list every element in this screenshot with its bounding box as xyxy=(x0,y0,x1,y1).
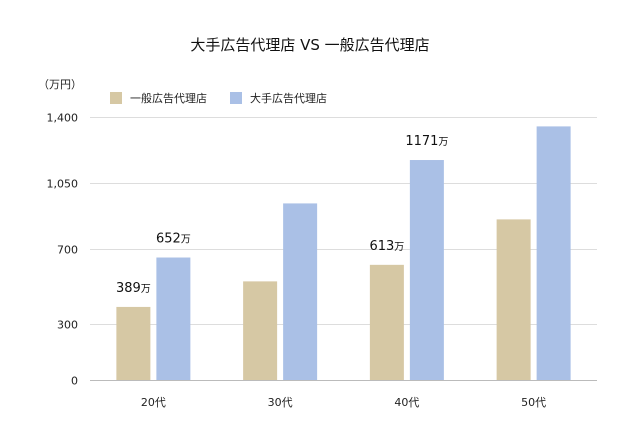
data-label-general-40代: 613万 xyxy=(369,239,404,254)
bar-general-40代 xyxy=(369,264,404,380)
bar-major-50代 xyxy=(536,126,571,381)
x-tick-label: 40代 xyxy=(394,396,419,409)
data-labels: 389万 652万 613万 1171万 xyxy=(116,134,448,296)
data-label-major-40代: 1171万 xyxy=(405,134,448,149)
bar-major-30代 xyxy=(283,203,318,380)
bar-major-20代 xyxy=(156,257,191,380)
x-axis-ticks: 20代 30代 40代 50代 xyxy=(141,396,546,409)
chart-title: 大手広告代理店 VS 一般広告代理店 xyxy=(190,36,429,54)
x-tick-label: 50代 xyxy=(521,396,546,409)
legend-swatch-general xyxy=(110,92,122,104)
legend-swatch-major xyxy=(230,92,242,104)
bar-major-40代 xyxy=(409,160,444,380)
bar-general-50代 xyxy=(496,219,531,380)
y-tick-label: 300 xyxy=(57,319,78,332)
legend: 一般広告代理店 大手広告代理店 xyxy=(110,91,327,105)
y-axis-ticks: 0 300 700 1,050 1,400 xyxy=(47,112,79,388)
y-tick-label: 700 xyxy=(57,244,78,257)
bar-general-30代 xyxy=(243,281,278,380)
y-tick-label: 0 xyxy=(71,375,78,388)
data-label-major-20代: 652万 xyxy=(156,232,191,247)
bar-general-20代 xyxy=(116,306,151,380)
data-label-general-20代: 389万 xyxy=(116,281,151,296)
legend-label-general: 一般広告代理店 xyxy=(130,91,207,105)
y-tick-label: 1,400 xyxy=(47,112,79,125)
y-unit-label: （万円） xyxy=(38,78,82,91)
bars xyxy=(116,126,571,381)
y-tick-label: 1,050 xyxy=(47,178,79,191)
x-tick-label: 20代 xyxy=(141,396,166,409)
legend-label-major: 大手広告代理店 xyxy=(250,91,327,105)
x-tick-label: 30代 xyxy=(268,396,293,409)
